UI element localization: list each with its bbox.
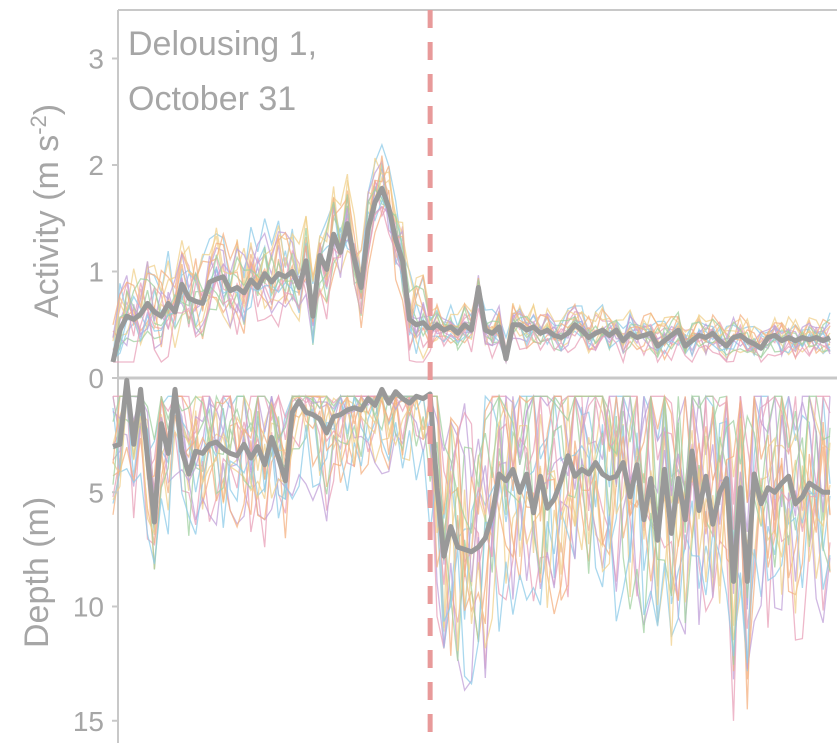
chart-title-line-1: Delousing 1, bbox=[128, 25, 317, 63]
depth-individual-trace bbox=[112, 394, 831, 534]
activity-y-tick-label: 0 bbox=[88, 363, 104, 394]
activity-y-tick-label: 2 bbox=[88, 150, 104, 181]
depth-y-tick-label: 15 bbox=[73, 706, 104, 737]
activity-y-tick-label: 1 bbox=[88, 257, 104, 288]
activity-y-tick-label: 3 bbox=[88, 44, 104, 75]
depth-mean-line bbox=[112, 377, 830, 584]
depth-individual-trace bbox=[112, 394, 831, 578]
depth-y-axis-label: Depth (m) bbox=[18, 497, 56, 648]
activity-y-axis-label-superscript: -2 bbox=[26, 115, 51, 135]
activity-y-axis-label: Activity (m s-2) bbox=[26, 104, 66, 318]
depth-y-ticks: 5 10 15 bbox=[73, 477, 118, 737]
activity-panel: 0 1 2 3 bbox=[88, 9, 837, 394]
chart-title-line-2: October 31 bbox=[128, 80, 296, 118]
depth-individual-trace bbox=[112, 393, 831, 721]
depth-individual-trace bbox=[112, 397, 831, 686]
activity-individual-trace bbox=[113, 205, 831, 365]
depth-panel: 5 10 15 bbox=[73, 377, 831, 743]
depth-y-tick-label: 10 bbox=[73, 592, 104, 623]
activity-mean-line bbox=[110, 185, 832, 363]
activity-y-ticks: 0 1 2 3 bbox=[88, 44, 118, 394]
depth-y-tick-label: 5 bbox=[88, 477, 104, 508]
